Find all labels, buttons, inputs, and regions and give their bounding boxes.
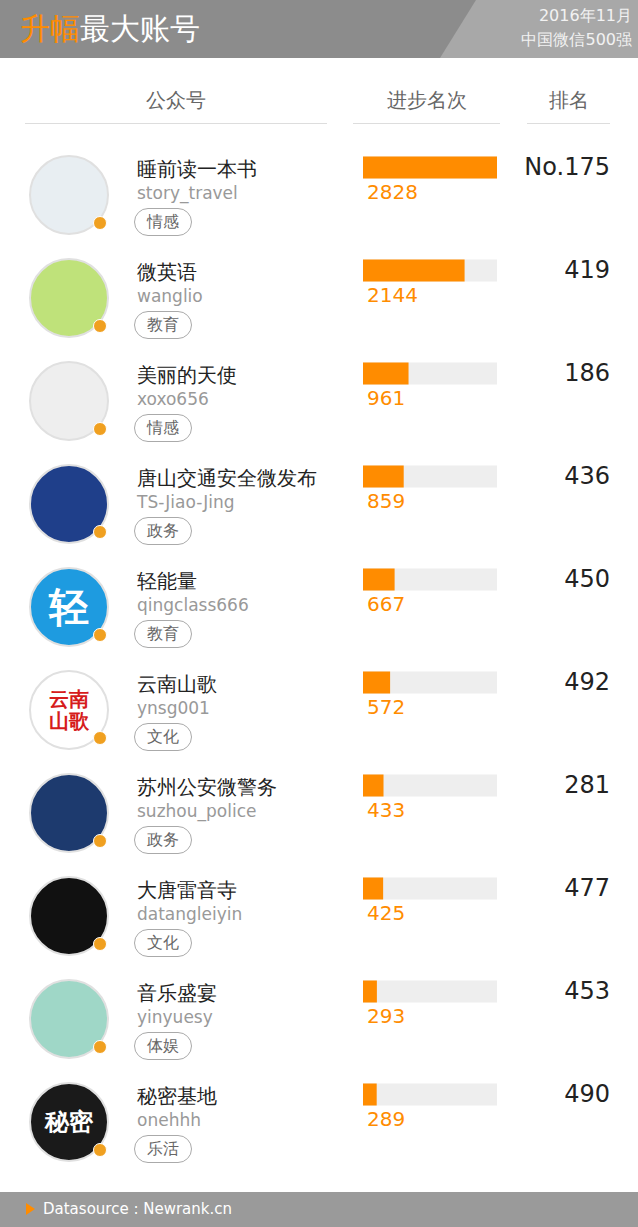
html-text:进步名次: 进步名次 [386, 88, 467, 112]
html-text:排名: 排名 [548, 88, 589, 112]
html-text:音乐盛宴: 音乐盛宴 [137, 981, 217, 1005]
html-text:政务: 政务 [147, 521, 179, 540]
svg-text:433: 433 [367, 798, 405, 822]
html-text:qingclass666: qingclass666 [137, 595, 249, 615]
html-text:文化: 文化 [147, 727, 179, 746]
html-text:490: 490 [564, 1080, 610, 1108]
html-text:微英语: 微英语 [137, 260, 197, 284]
html-text:450: 450 [564, 565, 610, 593]
html-text:轻: 轻 [49, 584, 89, 630]
svg-text:572: 572 [367, 695, 405, 719]
html-text:教育: 教育 [147, 315, 179, 334]
html-text:419: 419 [564, 256, 610, 284]
html-text:轻能量: 轻能量 [137, 569, 197, 593]
html-text:xoxo656: xoxo656 [137, 389, 209, 409]
svg-text:2144: 2144 [367, 283, 418, 307]
html-text:453: 453 [564, 977, 610, 1005]
svg-text:961: 961 [367, 386, 405, 410]
html-text:ynsg001: ynsg001 [137, 698, 210, 718]
html-text:datangleiyin: datangleiyin [137, 904, 243, 924]
html-text:文化: 文化 [147, 933, 179, 952]
html-text:体娱: 体娱 [147, 1036, 179, 1055]
html-text:情感: 情感 [147, 212, 179, 231]
svg-text:859: 859 [367, 489, 405, 513]
html-text:睡前读一本书: 睡前读一本书 [137, 157, 257, 181]
html-text:政务: 政务 [147, 830, 179, 849]
html-text:yinyuesy: yinyuesy [137, 1007, 213, 1027]
html-text:281: 281 [564, 771, 610, 799]
html-text:suzhou_police: suzhou_police [137, 801, 257, 821]
html-text:2016年11月: 2016年11月 [538, 6, 632, 25]
html-text:492: 492 [564, 668, 610, 696]
svg-text:293: 293 [367, 1004, 405, 1028]
html-text:美丽的天使: 美丽的天使 [137, 363, 237, 387]
svg-text:289: 289 [367, 1107, 405, 1131]
html-text:中国微信500强: 中国微信500强 [521, 30, 632, 49]
html-text:186: 186 [564, 359, 610, 387]
html-text:477: 477 [564, 874, 610, 902]
html-text:onehhh: onehhh [137, 1110, 201, 1130]
html-text:wanglio: wanglio [137, 286, 203, 306]
html-text:云南山歌: 云南山歌 [49, 687, 89, 733]
html-text:乐活: 乐活 [147, 1139, 179, 1158]
html-text:升幅最大账号: 升幅最大账号 [20, 11, 200, 46]
html-text:436: 436 [564, 462, 610, 490]
html-text:唐山交通安全微发布: 唐山交通安全微发布 [137, 466, 317, 490]
html-text:苏州公安微警务: 苏州公安微警务 [137, 775, 277, 799]
svg-text:425: 425 [367, 901, 405, 925]
html-text:Datasource : Newrank.cn: Datasource : Newrank.cn [43, 1200, 232, 1218]
svg-text:667: 667 [367, 592, 405, 616]
html-text:秘密基地: 秘密基地 [137, 1084, 217, 1108]
html-text:情感: 情感 [147, 418, 179, 437]
svg-text:2828: 2828 [367, 180, 418, 204]
html-text:TS-Jiao-Jing: TS-Jiao-Jing [137, 492, 235, 512]
html-text:秘密: 秘密 [45, 1108, 93, 1136]
html-text:教育: 教育 [147, 624, 179, 643]
html-text:No.175: No.175 [524, 153, 610, 181]
html-text:大唐雷音寺: 大唐雷音寺 [137, 878, 237, 902]
html-text:公众号: 公众号 [146, 88, 206, 112]
html-text:云南山歌: 云南山歌 [137, 672, 217, 696]
html-text:story_travel: story_travel [137, 183, 238, 203]
